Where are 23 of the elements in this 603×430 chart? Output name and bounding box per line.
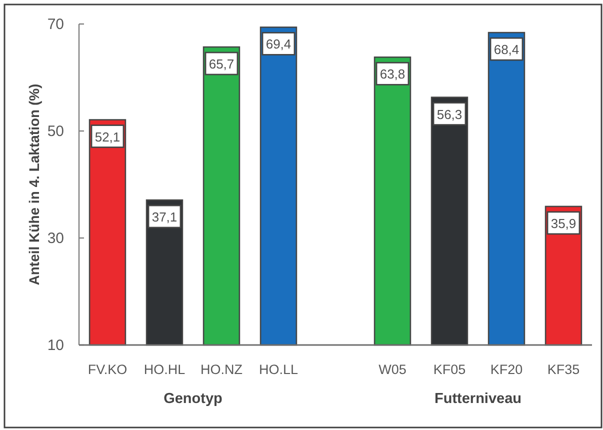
x-tick-label: FV.KO bbox=[88, 362, 128, 377]
x-tick-label: KF05 bbox=[433, 362, 466, 377]
x-tick-label: KF20 bbox=[490, 362, 523, 377]
data-label: 37,1 bbox=[152, 210, 178, 225]
data-label: 69,4 bbox=[266, 36, 292, 52]
data-label: 35,9 bbox=[550, 216, 576, 231]
y-axis-title: Anteil Kühe in 4. Laktation (%) bbox=[26, 84, 42, 286]
x-tick-label: W05 bbox=[378, 362, 406, 377]
y-tick-label: 30 bbox=[47, 230, 64, 247]
x-tick-label: HO.LL bbox=[258, 362, 298, 377]
data-label: 56,3 bbox=[436, 106, 462, 122]
x-axis-title: Futterniveau bbox=[434, 391, 522, 407]
y-tick-label: 10 bbox=[47, 337, 64, 354]
x-axis-title: Genotyp bbox=[164, 391, 223, 407]
x-tick-label: HO.NZ bbox=[200, 362, 242, 377]
x-tick-label: KF35 bbox=[547, 362, 580, 377]
y-tick-label: 50 bbox=[47, 123, 64, 140]
data-label: 52,1 bbox=[94, 129, 120, 144]
x-tick-label: HO.HL bbox=[144, 362, 186, 377]
y-tick-label: 70 bbox=[47, 16, 64, 33]
data-label: 65,7 bbox=[208, 56, 234, 72]
data-label: 63,8 bbox=[380, 66, 406, 82]
data-label: 68,4 bbox=[494, 42, 520, 58]
